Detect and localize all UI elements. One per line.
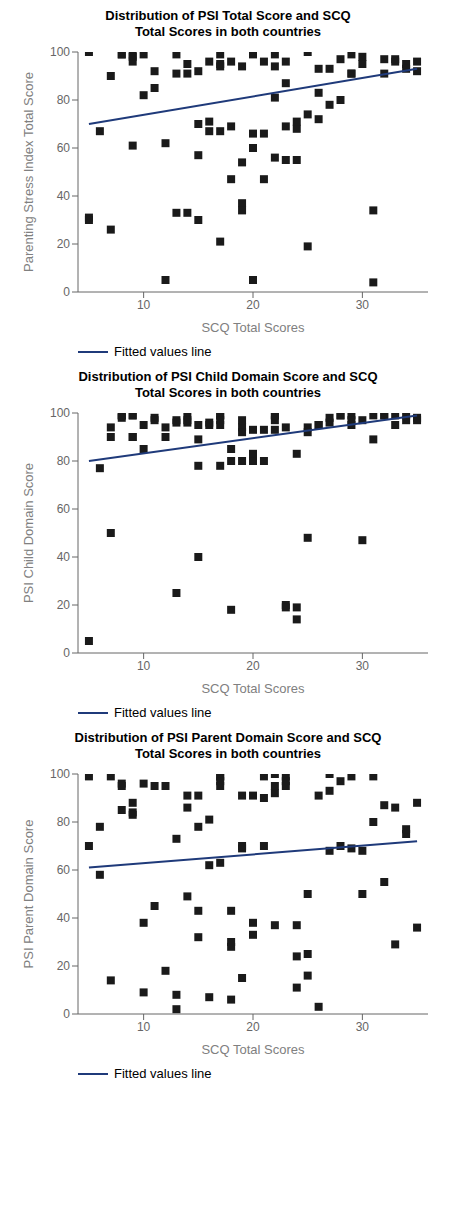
html-text:Fitted values line: Fitted values line [114, 705, 212, 720]
svg-text:30: 30 [356, 298, 370, 312]
svg-text:10: 10 [137, 298, 151, 312]
svg-text:80: 80 [57, 815, 71, 829]
svg-text:40: 40 [57, 550, 71, 564]
svg-text:30: 30 [356, 1020, 370, 1034]
html-text:Distribution of PSI Parent Dom: Distribution of PSI Parent Domain Score … [74, 730, 382, 761]
svg-text:80: 80 [57, 454, 71, 468]
svg-text:PSI Parent Domain Score: PSI Parent Domain Score [21, 820, 36, 969]
svg-text:30: 30 [356, 659, 370, 673]
html-text:Distribution of PSI Child Doma: Distribution of PSI Child Domain Score a… [78, 369, 378, 400]
svg-text:0: 0 [63, 646, 70, 660]
svg-text:SCQ Total Scores: SCQ Total Scores [201, 320, 305, 335]
svg-text:Parenting Stress Index Total S: Parenting Stress Index Total Score [21, 72, 36, 272]
svg-text:0: 0 [63, 285, 70, 299]
svg-text:40: 40 [57, 189, 71, 203]
svg-text:10: 10 [137, 659, 151, 673]
svg-text:10: 10 [137, 1020, 151, 1034]
html-text:Distribution of PSI Total Scor: Distribution of PSI Total Score and SCQ … [105, 8, 351, 39]
html-text:Fitted values line: Fitted values line [114, 1066, 212, 1081]
svg-text:100: 100 [50, 406, 70, 420]
svg-text:SCQ Total Scores: SCQ Total Scores [201, 1042, 305, 1057]
svg-text:80: 80 [57, 93, 71, 107]
svg-text:60: 60 [57, 502, 71, 516]
svg-text:20: 20 [246, 298, 260, 312]
svg-text:100: 100 [50, 767, 70, 781]
svg-text:20: 20 [57, 598, 71, 612]
svg-text:20: 20 [57, 237, 71, 251]
svg-text:40: 40 [57, 911, 71, 925]
svg-text:60: 60 [57, 141, 71, 155]
svg-text:20: 20 [57, 959, 71, 973]
svg-text:0: 0 [63, 1007, 70, 1021]
svg-text:100: 100 [50, 45, 70, 59]
html-text:Fitted values line: Fitted values line [114, 344, 212, 359]
svg-text:SCQ Total Scores: SCQ Total Scores [201, 681, 305, 696]
svg-text:60: 60 [57, 863, 71, 877]
svg-text:PSI Child Domain Score: PSI Child Domain Score [21, 463, 36, 603]
svg-text:20: 20 [246, 1020, 260, 1034]
svg-text:20: 20 [246, 659, 260, 673]
